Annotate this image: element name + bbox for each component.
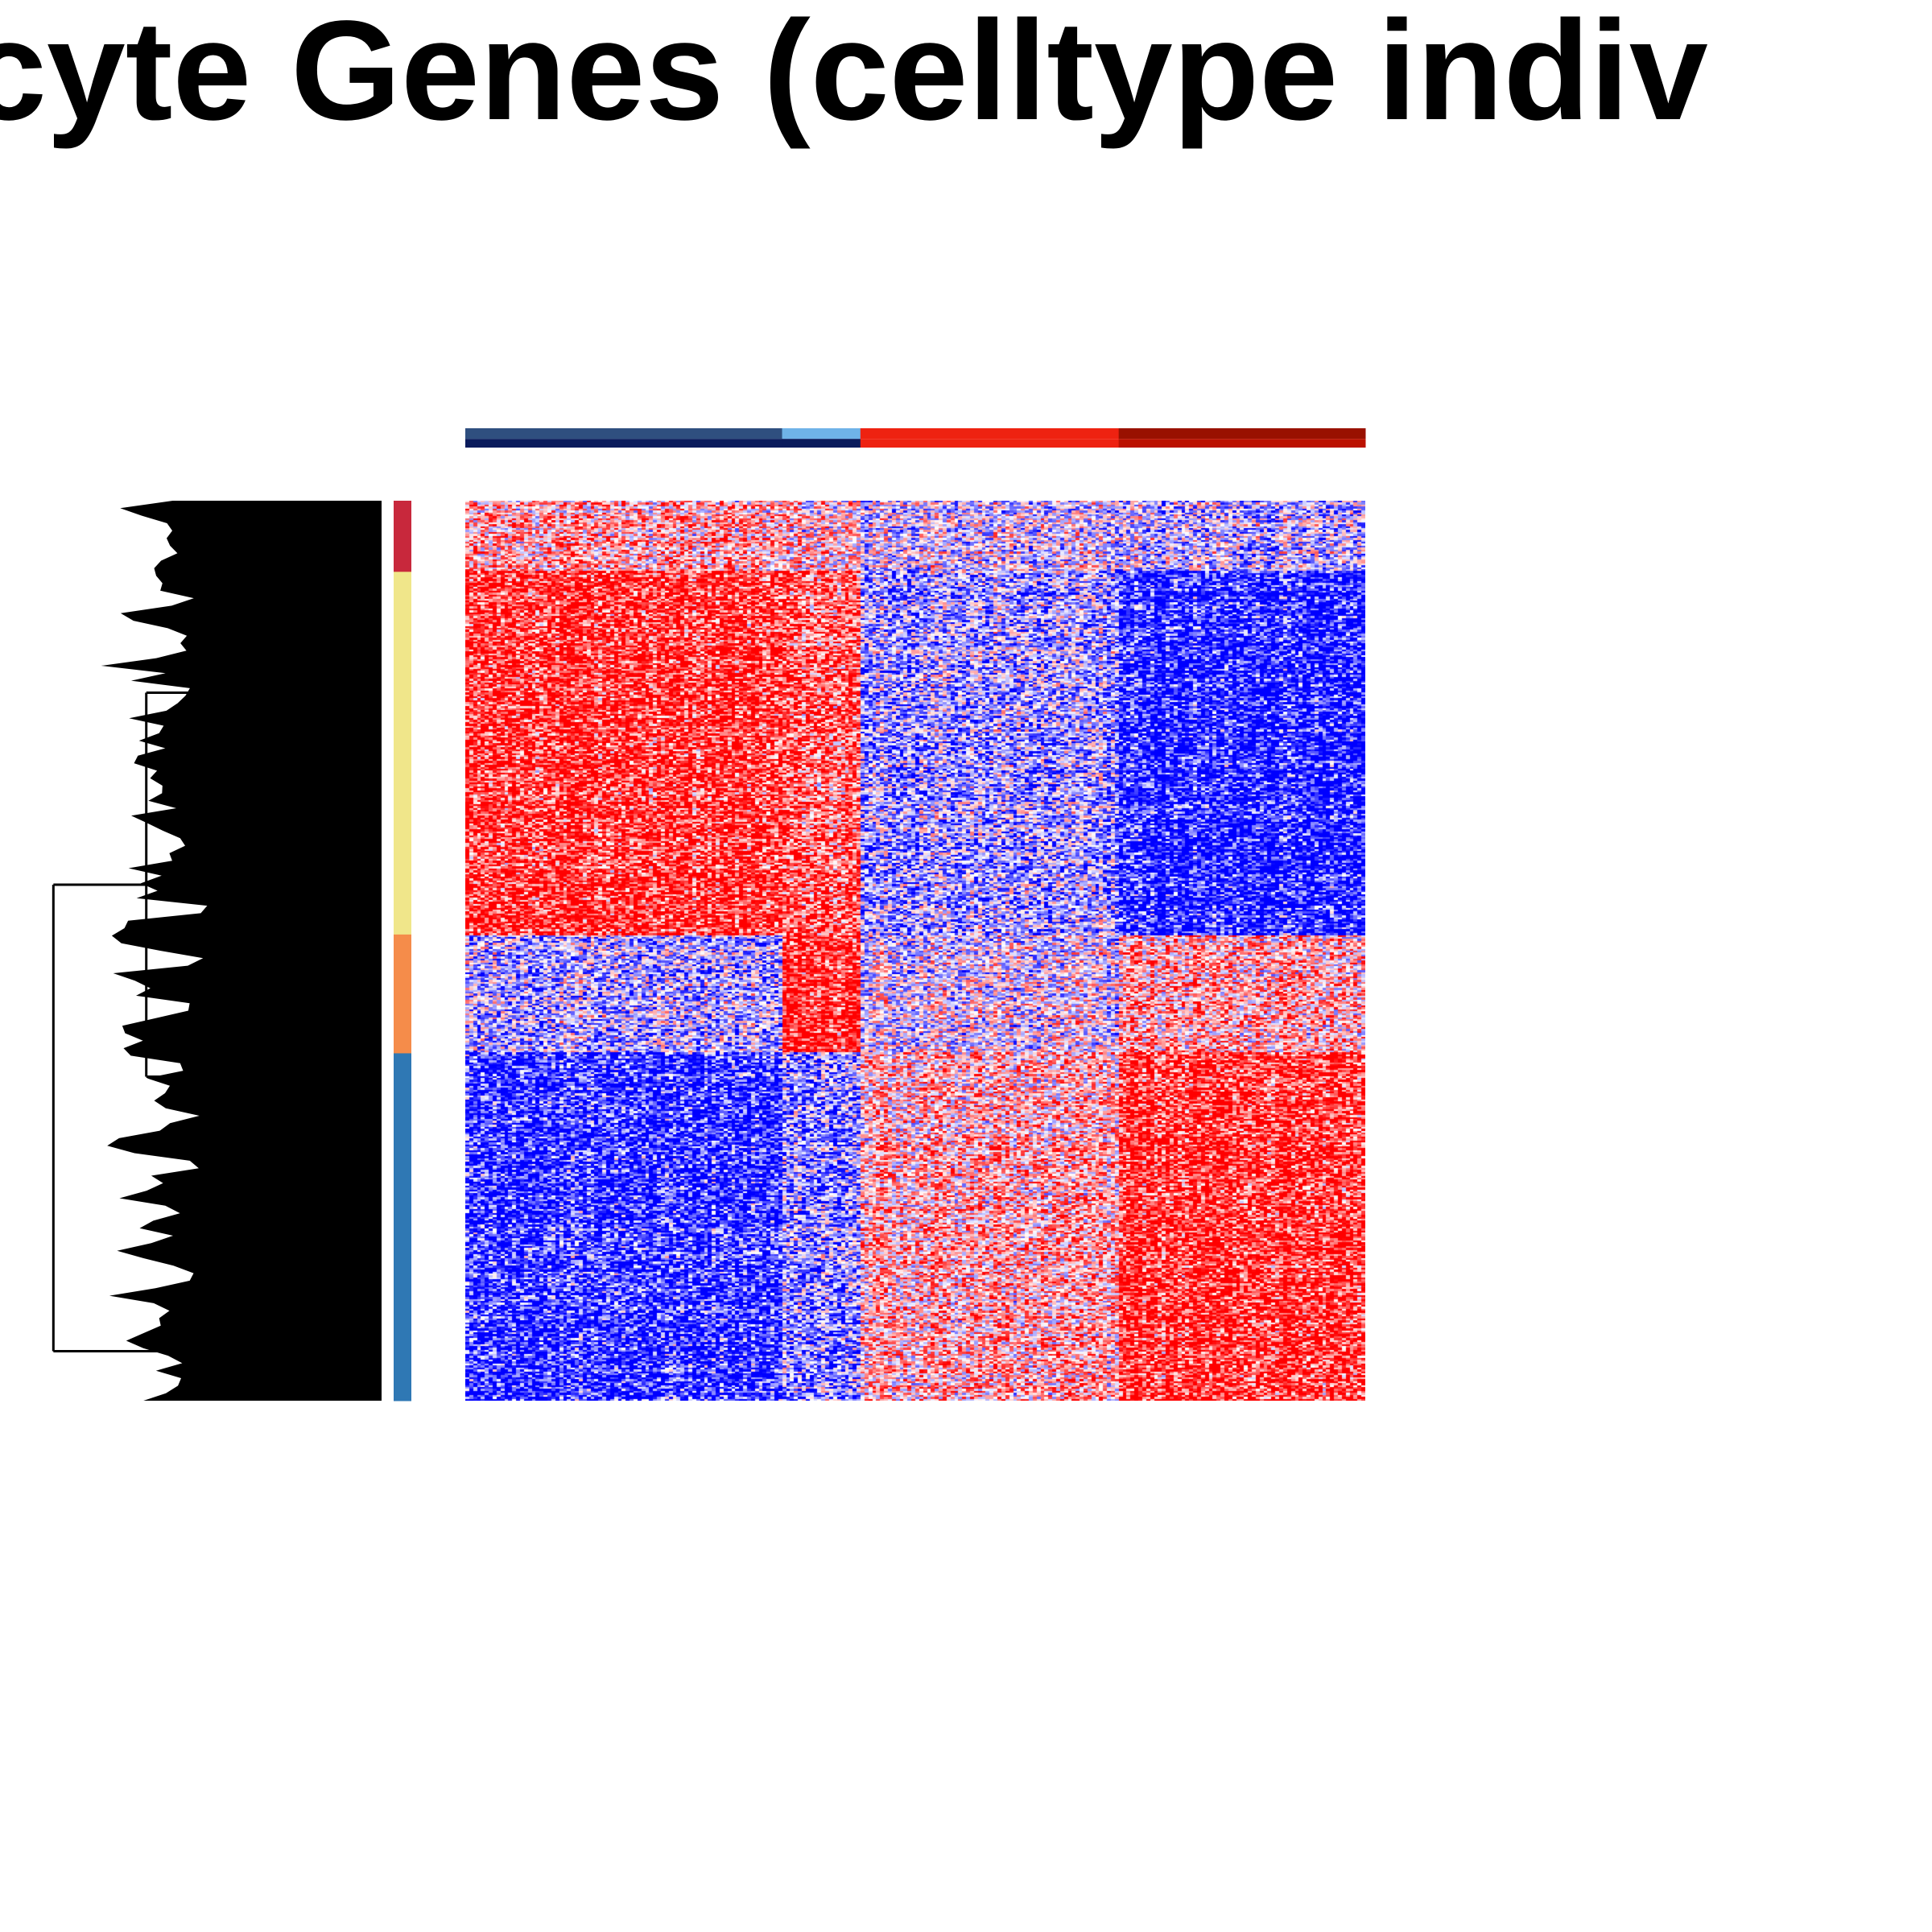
row-cluster-bar xyxy=(394,501,411,1402)
column-annotation-group-4-top xyxy=(1118,428,1366,440)
column-annotation-group-3-top xyxy=(860,428,1120,440)
column-annotation-group-4-bottom xyxy=(1118,439,1366,448)
heatmap-matrix xyxy=(465,501,1365,1401)
column-annotation-group-1-bottom xyxy=(465,439,783,448)
row-cluster-1 xyxy=(394,501,411,572)
dendrogram-leaf-mass xyxy=(101,501,382,1401)
column-annotation-bar xyxy=(465,428,1366,448)
column-annotation-group-2-bottom xyxy=(782,439,861,448)
column-annotation-group-1-top xyxy=(465,428,783,440)
column-annotation-group-2-top xyxy=(782,428,861,440)
chart-title: cyte Genes (celltype indiv xyxy=(0,0,1708,150)
row-dendrogram xyxy=(52,501,382,1401)
row-cluster-3 xyxy=(394,934,411,1054)
row-cluster-2 xyxy=(394,572,411,935)
row-cluster-4 xyxy=(394,1053,411,1402)
column-annotation-group-3-bottom xyxy=(860,439,1120,448)
heatmap-image xyxy=(465,501,1365,1401)
